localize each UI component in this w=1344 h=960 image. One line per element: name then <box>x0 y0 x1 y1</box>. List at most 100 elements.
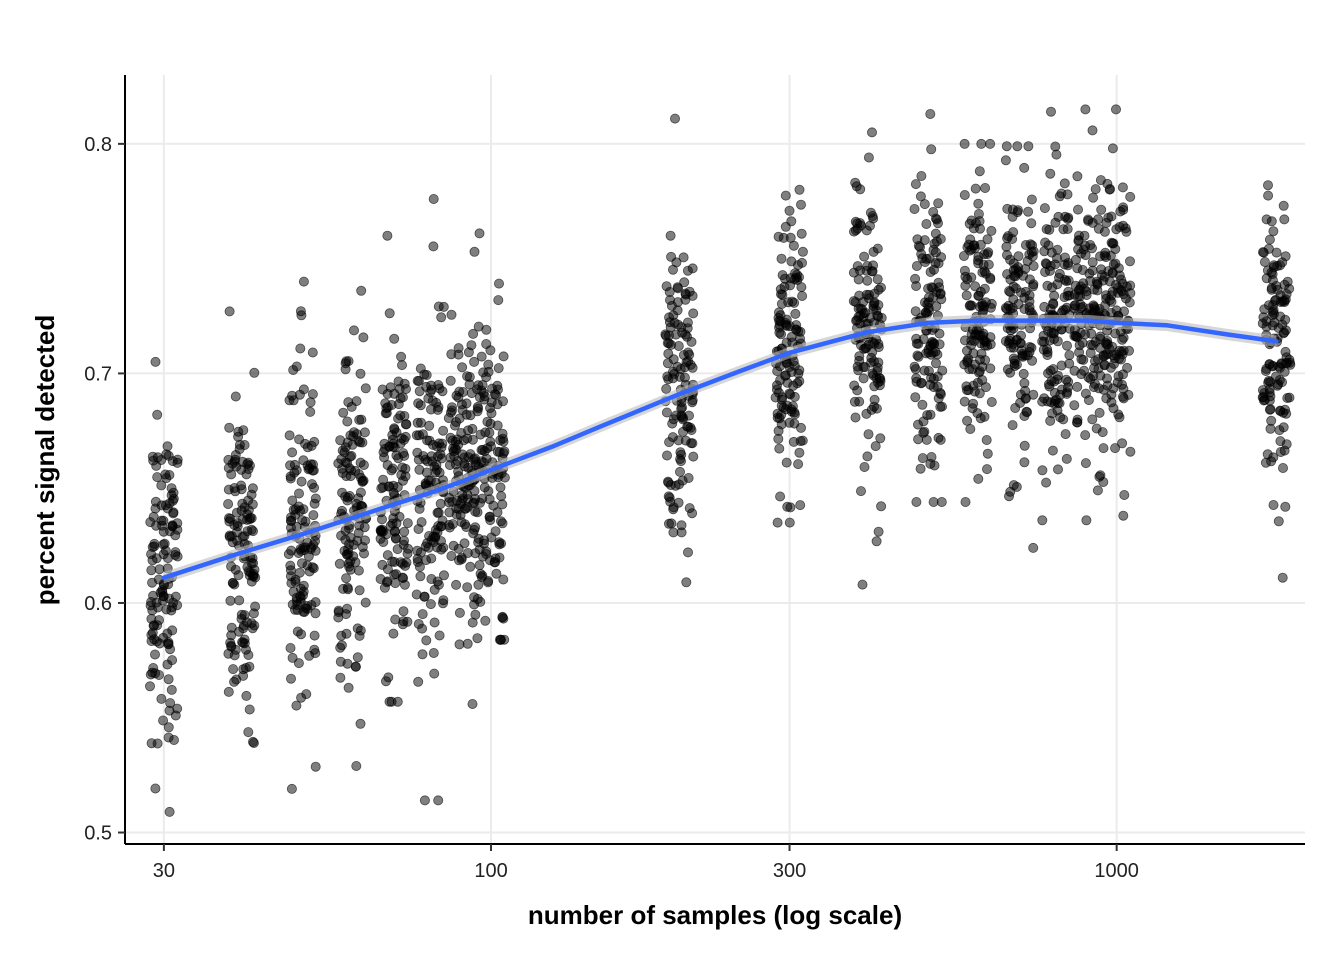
data-point <box>1024 249 1035 260</box>
data-point <box>1073 204 1084 215</box>
data-point <box>688 451 699 462</box>
data-point <box>784 517 795 528</box>
data-point <box>170 530 181 541</box>
data-point <box>468 328 479 339</box>
data-point <box>164 806 175 817</box>
data-point <box>166 684 177 695</box>
x-axis-title: number of samples (log scale) <box>528 900 902 930</box>
data-point <box>1037 465 1048 476</box>
data-point <box>298 455 309 466</box>
data-point <box>243 650 254 661</box>
data-point <box>350 465 361 476</box>
data-point <box>1059 178 1070 189</box>
data-point <box>860 362 871 373</box>
data-point <box>412 417 423 428</box>
data-point <box>1264 234 1275 245</box>
data-point <box>775 284 786 295</box>
data-point <box>1081 515 1092 526</box>
data-point <box>859 251 870 262</box>
data-point <box>497 612 508 623</box>
data-point <box>850 177 861 188</box>
data-point <box>1259 256 1270 267</box>
data-point <box>1277 572 1288 583</box>
data-point <box>160 545 171 556</box>
data-point <box>1008 227 1019 238</box>
data-point <box>246 558 257 569</box>
data-point <box>310 545 321 556</box>
data-point <box>964 364 975 375</box>
data-point <box>1098 384 1109 395</box>
data-point <box>375 526 386 537</box>
y-tick-label: 0.5 <box>84 823 112 845</box>
data-point <box>495 634 506 645</box>
data-point <box>433 795 444 806</box>
data-point <box>400 471 411 482</box>
data-point <box>848 296 859 307</box>
data-point <box>797 290 808 301</box>
data-point <box>1258 312 1269 323</box>
data-point <box>415 547 426 558</box>
data-point <box>1094 407 1105 418</box>
data-point <box>774 443 785 454</box>
data-point <box>1055 412 1066 423</box>
data-point <box>1058 224 1069 235</box>
data-point <box>1023 206 1034 217</box>
data-point <box>872 274 883 285</box>
data-point <box>156 480 167 491</box>
data-point <box>1063 212 1074 223</box>
data-point <box>1110 443 1121 454</box>
data-point <box>355 718 366 729</box>
data-point <box>493 363 504 374</box>
data-point <box>856 486 867 497</box>
data-point <box>158 591 169 602</box>
data-point <box>873 338 884 349</box>
data-point <box>296 692 307 703</box>
data-point <box>910 364 921 375</box>
data-point <box>928 347 939 358</box>
data-point <box>662 450 673 461</box>
data-point <box>1264 404 1275 415</box>
data-point <box>1039 246 1050 257</box>
data-point <box>661 407 672 418</box>
data-point <box>933 198 944 209</box>
data-point <box>427 456 438 467</box>
data-point <box>784 321 795 332</box>
data-point <box>1000 155 1011 166</box>
data-point <box>678 252 689 263</box>
data-point <box>1090 184 1101 195</box>
data-point <box>228 664 239 675</box>
data-point <box>774 413 785 424</box>
data-point <box>983 247 994 258</box>
data-point <box>1080 240 1091 251</box>
data-point <box>1098 476 1109 487</box>
data-point <box>682 265 693 276</box>
data-point <box>663 348 674 359</box>
data-point <box>456 554 467 565</box>
data-point <box>149 649 160 660</box>
data-point <box>666 251 677 262</box>
data-point <box>915 463 926 474</box>
data-point <box>772 517 783 528</box>
data-point <box>298 606 309 617</box>
data-point <box>343 682 354 693</box>
data-point <box>876 282 887 293</box>
data-point <box>663 476 674 487</box>
data-point <box>1002 233 1013 244</box>
data-point <box>863 152 874 163</box>
data-point <box>862 275 873 286</box>
data-point <box>285 673 296 684</box>
data-point <box>961 290 972 301</box>
data-point <box>1013 205 1024 216</box>
data-point <box>1118 289 1129 300</box>
data-point <box>298 580 309 591</box>
data-point <box>857 304 868 315</box>
data-point <box>376 514 387 525</box>
data-point <box>1263 180 1274 191</box>
data-point <box>869 381 880 392</box>
data-point <box>858 373 869 384</box>
data-point <box>419 369 430 380</box>
data-point <box>165 698 176 709</box>
data-point <box>1111 279 1122 290</box>
data-point <box>917 453 928 464</box>
data-point <box>859 461 870 472</box>
